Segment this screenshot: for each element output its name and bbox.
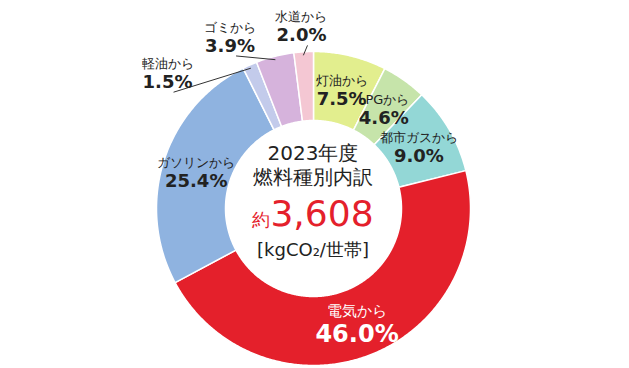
svg-text:ガソリンから: ガソリンから	[157, 155, 235, 170]
svg-text:4.6%: 4.6%	[359, 107, 409, 128]
svg-text:2.0%: 2.0%	[277, 24, 327, 45]
svg-text:ゴミから: ゴミから	[204, 20, 256, 35]
svg-text:[kgCO₂/世帯]: [kgCO₂/世帯]	[257, 239, 369, 260]
svg-text:水道から: 水道から	[275, 9, 327, 24]
svg-text:約3,608: 約3,608	[252, 193, 373, 234]
svg-text:軽油から: 軽油から	[142, 56, 194, 71]
svg-text:25.4%: 25.4%	[165, 170, 227, 191]
svg-text:3.9%: 3.9%	[205, 35, 255, 56]
svg-text:2023年度: 2023年度	[268, 141, 359, 165]
svg-text:灯油から: 灯油から	[316, 73, 368, 88]
svg-text:1.5%: 1.5%	[143, 71, 193, 92]
svg-text:46.0%: 46.0%	[315, 320, 398, 348]
svg-text:LPGから: LPGから	[358, 92, 409, 107]
svg-text:都市ガスから: 都市ガスから	[380, 130, 458, 145]
svg-text:7.5%: 7.5%	[316, 87, 367, 109]
svg-text:9.0%: 9.0%	[394, 145, 444, 166]
svg-text:電気から: 電気から	[327, 302, 387, 320]
svg-text:燃料種別内訳: 燃料種別内訳	[253, 165, 373, 189]
